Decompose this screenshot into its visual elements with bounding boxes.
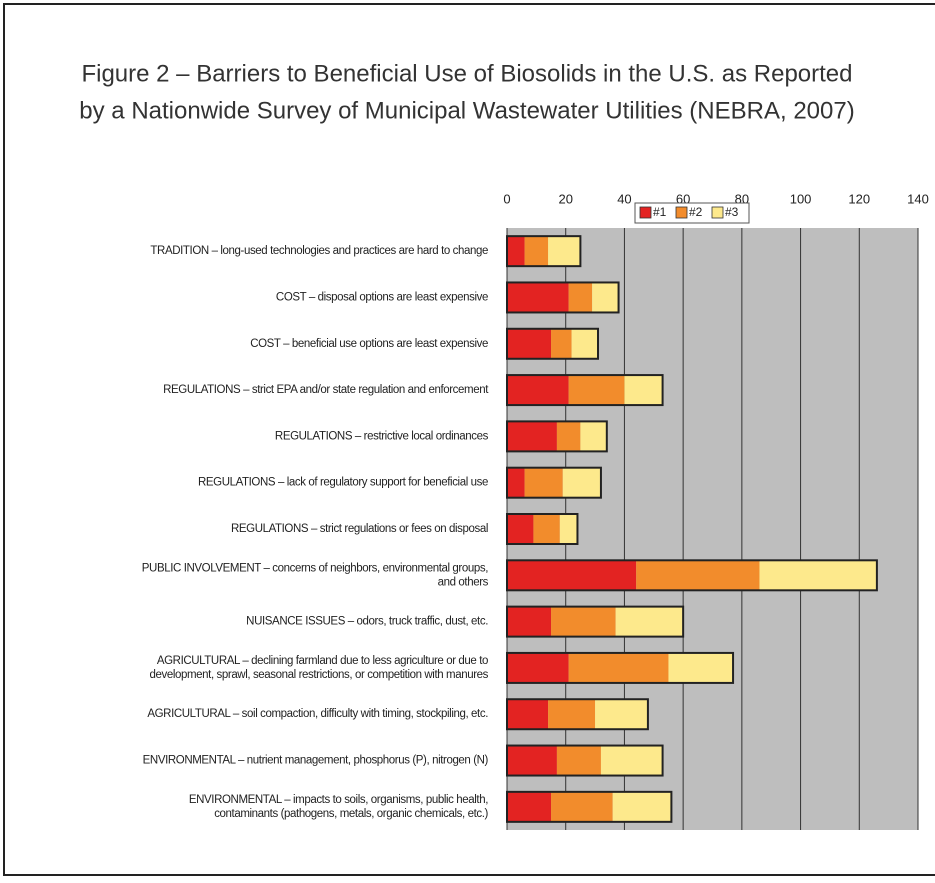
y-tick-label: ENVIRONMENTAL – nutrient management, pho…	[143, 755, 489, 767]
bar-segment	[507, 467, 525, 498]
bar-segment	[615, 606, 684, 637]
bar-segment	[548, 699, 596, 730]
legend-label: #2	[689, 205, 703, 219]
bar-outline	[506, 374, 664, 407]
bar-segment	[533, 514, 560, 544]
bar-segment	[562, 467, 601, 498]
x-tick-label: 120	[848, 191, 870, 206]
bar-outline	[506, 559, 878, 592]
bar-segment	[568, 652, 669, 683]
bar-segment	[559, 514, 578, 544]
bar-segment	[636, 560, 760, 591]
bar-segment	[556, 745, 601, 776]
bar-segment	[507, 282, 569, 313]
bar-segment	[507, 236, 525, 267]
y-tick-label: AGRICULTURAL – soil compaction, difficul…	[147, 708, 488, 720]
bar-segment	[551, 606, 616, 637]
bar-outline	[506, 420, 608, 453]
bar-outline	[506, 281, 620, 314]
bar-segment	[507, 791, 552, 822]
bar-segment	[507, 560, 637, 591]
x-tick-label: 100	[790, 191, 812, 206]
y-tick-label: NUISANCE ISSUES – odors, truck traffic, …	[246, 616, 488, 628]
chart-title: Figure 2 – Barriers to Beneficial Use of…	[79, 61, 854, 125]
bar-outline	[506, 744, 664, 777]
bar-segment	[600, 745, 663, 776]
bar-segment	[507, 606, 552, 637]
bar-outline	[506, 466, 602, 499]
bar-segment	[524, 236, 549, 267]
y-tick-label: COST – beneficial use options are least …	[250, 338, 488, 350]
y-tick-label: REGULATIONS – lack of regulatory support…	[198, 477, 488, 489]
bar-segment	[507, 328, 552, 359]
bar-segment	[507, 514, 534, 544]
bar-segment	[595, 699, 648, 730]
bar-outline	[506, 790, 673, 823]
y-tick-label: ENVIRONMENTAL – impacts to soils, organi…	[189, 794, 489, 820]
bar-segment	[612, 791, 672, 822]
x-tick-label: 0	[503, 191, 510, 206]
bar-outline	[506, 605, 685, 638]
y-tick-label: COST – disposal options are least expens…	[276, 291, 488, 303]
bar-segment	[524, 467, 563, 498]
bar-outline	[506, 327, 600, 360]
x-tick-label: 40	[617, 191, 631, 206]
x-tick-label: 20	[558, 191, 572, 206]
bar-segment	[551, 791, 613, 822]
bar-segment	[507, 375, 569, 406]
bar-segment	[507, 652, 569, 683]
bar-segment	[580, 421, 607, 452]
x-tick-label: 140	[907, 191, 929, 206]
bar-segment	[568, 282, 593, 313]
legend-label: #1	[653, 205, 667, 219]
legend-swatch	[711, 206, 724, 219]
bar-outline	[506, 513, 579, 545]
y-tick-label: PUBLIC INVOLVEMENT – concerns of neighbo…	[142, 562, 489, 588]
legend-label: #3	[725, 205, 739, 219]
legend-swatch	[639, 206, 652, 219]
bar-segment	[759, 560, 877, 591]
legend-box	[634, 202, 750, 224]
y-tick-label: AGRICULTURAL – declining farmland due to…	[150, 655, 489, 681]
bar-segment	[507, 699, 549, 730]
bar-outline	[506, 651, 735, 684]
y-tick-label: REGULATIONS – strict regulations or fees…	[231, 523, 488, 535]
legend-swatch	[675, 206, 688, 219]
bar-outline	[506, 698, 649, 731]
bar-segment	[571, 328, 599, 359]
bar-segment	[556, 421, 581, 452]
bar-outline	[506, 235, 582, 268]
bar-segment	[668, 652, 734, 683]
bar-segment	[592, 282, 619, 313]
bar-segment	[624, 375, 663, 406]
y-tick-label: TRADITION – long-used technologies and p…	[150, 245, 488, 257]
y-tick-label: REGULATIONS – strict EPA and/or state re…	[163, 384, 489, 396]
bar-segment	[551, 328, 572, 359]
y-tick-label: REGULATIONS – restrictive local ordinanc…	[275, 430, 489, 442]
bar-segment	[548, 236, 581, 267]
bar-segment	[507, 421, 557, 452]
bar-segment	[507, 745, 557, 776]
bar-segment	[568, 375, 625, 406]
